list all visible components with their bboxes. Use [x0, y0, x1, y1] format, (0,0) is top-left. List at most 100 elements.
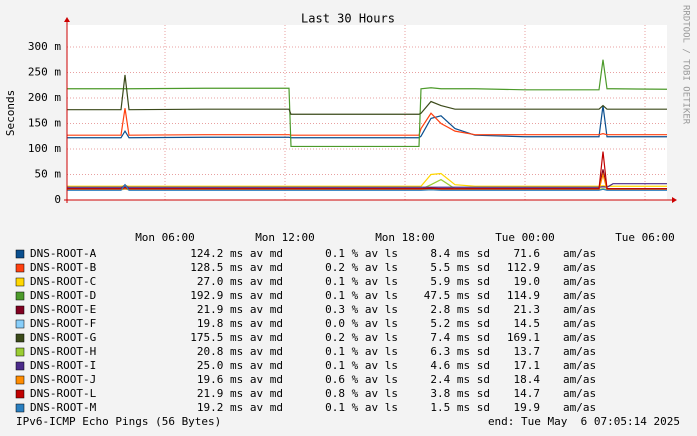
x-tick-label: Mon 18:00: [375, 231, 435, 244]
y-tick-label: 0: [54, 193, 61, 206]
legend-stat: am/as: [563, 331, 596, 344]
legend-stat: 6.3 ms sd: [430, 345, 490, 358]
legend-stat: 14.5: [514, 317, 541, 330]
legend-swatch: [15, 277, 25, 287]
legend-label: DNS-ROOT-F: [30, 317, 96, 330]
legend-stat: 21.9 ms av md: [197, 387, 283, 400]
legend-label: DNS-ROOT-D: [30, 289, 96, 302]
legend-stat: 47.5 ms sd: [424, 289, 490, 302]
legend-label: DNS-ROOT-M: [30, 401, 97, 414]
legend-stat: 18.4: [514, 373, 541, 386]
series-line: [67, 108, 667, 136]
legend-stat: am/as: [563, 247, 596, 260]
axis-arrow: [672, 197, 677, 203]
side-text: RRDTOOL / TOBI OETIKER: [681, 5, 691, 125]
legend-stat: 8.4 ms sd: [430, 247, 490, 260]
legend-stat: 0.1 % av ls: [325, 289, 398, 302]
y-tick-label: 150 m: [28, 116, 61, 129]
legend-stat: 19.6 ms av md: [197, 373, 283, 386]
legend-label: DNS-ROOT-G: [30, 331, 96, 344]
legend-stat: am/as: [563, 261, 596, 274]
series-line: [67, 74, 667, 115]
axis-arrow: [64, 17, 70, 22]
legend-stat: 0.1 % av ls: [325, 275, 398, 288]
legend-stat: 0.6 % av ls: [325, 373, 398, 386]
legend-stat: 0.0 % av ls: [325, 317, 398, 330]
legend-swatch: [15, 403, 25, 413]
legend-swatch: [15, 361, 25, 371]
legend-swatch: [15, 389, 25, 399]
legend-label: DNS-ROOT-A: [30, 247, 97, 260]
legend-label: DNS-ROOT-B: [30, 261, 97, 274]
x-tick-label: Tue 06:00: [615, 231, 675, 244]
legend-swatch: [15, 319, 25, 329]
footer-left: IPv6-ICMP Echo Pings (56 Bytes): [16, 415, 221, 428]
legend-stat: 14.7: [514, 387, 541, 400]
plot-area: [67, 25, 667, 200]
legend-stat: 5.2 ms sd: [430, 317, 490, 330]
y-tick-label: 200 m: [28, 91, 61, 104]
legend-stat: 4.6 ms sd: [430, 359, 490, 372]
x-tick-label: Mon 06:00: [135, 231, 195, 244]
legend-stat: 17.1: [514, 359, 541, 372]
legend-stat: 1.5 ms sd: [430, 401, 490, 414]
legend-stat: 0.8 % av ls: [325, 387, 398, 400]
legend-swatch: [15, 347, 25, 357]
legend-label: DNS-ROOT-C: [30, 275, 96, 288]
legend-stat: am/as: [563, 345, 596, 358]
legend-stat: 0.1 % av ls: [325, 401, 398, 414]
legend-swatch: [15, 249, 25, 259]
legend-swatch: [15, 333, 25, 343]
legend-stat: 0.1 % av ls: [325, 247, 398, 260]
legend-stat: 19.8 ms av md: [197, 317, 283, 330]
footer-right: end: Tue May 6 07:05:14 2025: [488, 415, 680, 428]
legend-stat: 20.8 ms av md: [197, 345, 283, 358]
legend-label: DNS-ROOT-E: [30, 303, 96, 316]
legend-stat: 21.9 ms av md: [197, 303, 283, 316]
x-tick-label: Mon 12:00: [255, 231, 315, 244]
series-line: [67, 105, 667, 139]
legend-stat: am/as: [563, 359, 596, 372]
legend-stat: 71.6: [514, 247, 541, 260]
series-line: [67, 172, 667, 187]
legend-stat: am/as: [563, 275, 596, 288]
legend-swatch: [15, 375, 25, 385]
legend-stat: 21.3: [514, 303, 541, 316]
legend-label: DNS-ROOT-I: [30, 359, 96, 372]
legend-stat: am/as: [563, 303, 596, 316]
x-tick-label: Tue 00:00: [495, 231, 555, 244]
legend-stat: am/as: [563, 373, 596, 386]
legend-stat: 0.3 % av ls: [325, 303, 398, 316]
legend-stat: 27.0 ms av md: [197, 275, 283, 288]
legend-stat: 2.4 ms sd: [430, 373, 490, 386]
legend-stat: 112.9: [507, 261, 540, 274]
legend-stat: am/as: [563, 401, 596, 414]
legend-label: DNS-ROOT-L: [30, 387, 97, 400]
legend-stat: 5.9 ms sd: [430, 275, 490, 288]
legend-stat: am/as: [563, 289, 596, 302]
y-tick-label: 250 m: [28, 65, 61, 78]
legend-stat: 25.0 ms av md: [197, 359, 283, 372]
legend-stat: 192.9 ms av md: [190, 289, 283, 302]
legend-stat: 175.5 ms av md: [190, 331, 283, 344]
y-axis-label: Seconds: [4, 90, 17, 136]
legend-stat: am/as: [563, 317, 596, 330]
legend-swatch: [15, 305, 25, 315]
legend-stat: 114.9: [507, 289, 540, 302]
legend-stat: 128.5 ms av md: [190, 261, 283, 274]
series-line: [67, 183, 667, 191]
legend-stat: 13.7: [514, 345, 541, 358]
chart-title: Last 30 Hours: [301, 12, 395, 26]
y-tick-label: 100 m: [28, 142, 61, 155]
legend-stat: 0.1 % av ls: [325, 345, 398, 358]
legend-stat: 169.1: [507, 331, 540, 344]
legend-stat: 19.2 ms av md: [197, 401, 283, 414]
legend-stat: 2.8 ms sd: [430, 303, 490, 316]
legend-stat: 19.9: [514, 401, 541, 414]
series-line: [67, 59, 668, 148]
legend-swatch: [15, 263, 25, 273]
series-line: [67, 151, 667, 190]
series-line: [67, 183, 667, 188]
legend-stat: am/as: [563, 387, 596, 400]
